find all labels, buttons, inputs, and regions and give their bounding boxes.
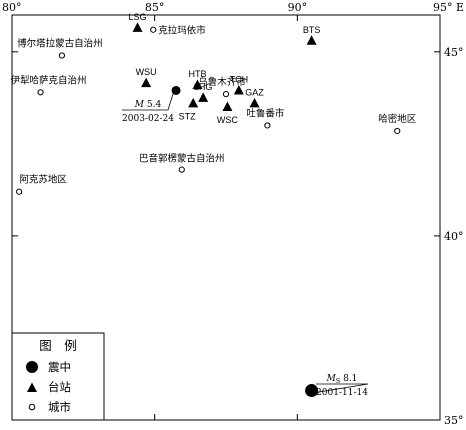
city-marker xyxy=(58,52,66,59)
epicenter-date: 2003-02-24 xyxy=(122,114,174,124)
station-label: WSC xyxy=(217,115,238,125)
city-label: 阿克苏地区 xyxy=(19,174,67,186)
city-label: 博尔塔拉蒙古自治州 xyxy=(17,38,103,50)
station-label: STZ xyxy=(179,111,197,121)
station-marker xyxy=(198,92,209,102)
epicenter-layer: M 5.4 2003-02-24 MS 8.1 2001-11-14 xyxy=(122,85,369,398)
city-marker xyxy=(37,89,44,96)
epicenter-date: 2001-11-14 xyxy=(316,388,368,398)
legend-item-label: 城市 xyxy=(48,400,71,414)
station-label: TCH xyxy=(230,74,249,84)
station-label: LSG xyxy=(129,12,147,22)
lat-tick-label: 40° xyxy=(444,230,464,243)
legend-station-icon xyxy=(27,382,37,392)
city-label: 巴音郭楞蒙古自治州 xyxy=(139,153,225,165)
city-label: 克拉玛依市 xyxy=(158,25,206,37)
city-label: 伊犁哈萨克自治州 xyxy=(11,74,87,86)
lon-tick-label: 90° xyxy=(288,1,308,14)
city-label: 哈密地区 xyxy=(378,113,417,125)
station-label: GAZ xyxy=(245,87,264,97)
station-label: HTB xyxy=(188,69,206,79)
station-marker xyxy=(192,79,203,89)
station-label: WSU xyxy=(136,67,157,77)
epicenter-magnitude: MS 8.1 xyxy=(326,374,358,385)
city-marker xyxy=(16,188,23,195)
city-marker xyxy=(394,127,401,135)
station-marker xyxy=(222,101,233,112)
city-label: 吐鲁番市 xyxy=(246,107,285,119)
epicenter-leader xyxy=(167,92,174,111)
legend-item-label: 台站 xyxy=(48,380,71,394)
station-marker xyxy=(132,22,143,32)
city-marker xyxy=(222,91,230,98)
legend-epicenter-icon xyxy=(26,361,38,373)
lat-tick-label: 35° xyxy=(444,414,464,427)
station-marker xyxy=(306,35,317,45)
city-label: 乌鲁木齐市 xyxy=(198,76,246,88)
legend-city-icon xyxy=(28,403,36,411)
legend-box xyxy=(11,332,105,421)
city-marker xyxy=(264,122,271,129)
legend-item-label: 震中 xyxy=(48,360,71,374)
map-frame xyxy=(11,14,441,421)
epicenter-magnitude: M 5.4 xyxy=(134,100,162,110)
station-layer: LSG BTS WSU HTB TCH LHG STZ GAZ WSC xyxy=(129,12,321,125)
epicenter-leader xyxy=(307,383,369,395)
station-label: LHG xyxy=(194,82,213,92)
station-marker xyxy=(188,97,199,108)
lon-tick-label: 80° xyxy=(2,1,22,14)
city-marker xyxy=(150,26,157,33)
lon-tick-label: 85° xyxy=(145,1,165,14)
station-marker xyxy=(249,97,260,108)
lon-tick-label: 95° E xyxy=(433,1,464,14)
epicenter-marker xyxy=(171,85,181,95)
lat-tick-label: 45° N xyxy=(444,46,466,59)
city-marker xyxy=(178,166,185,173)
station-marker xyxy=(141,77,152,88)
station-marker xyxy=(233,84,244,95)
station-label: BTS xyxy=(303,25,321,35)
legend-title: 图 例 xyxy=(39,338,77,353)
